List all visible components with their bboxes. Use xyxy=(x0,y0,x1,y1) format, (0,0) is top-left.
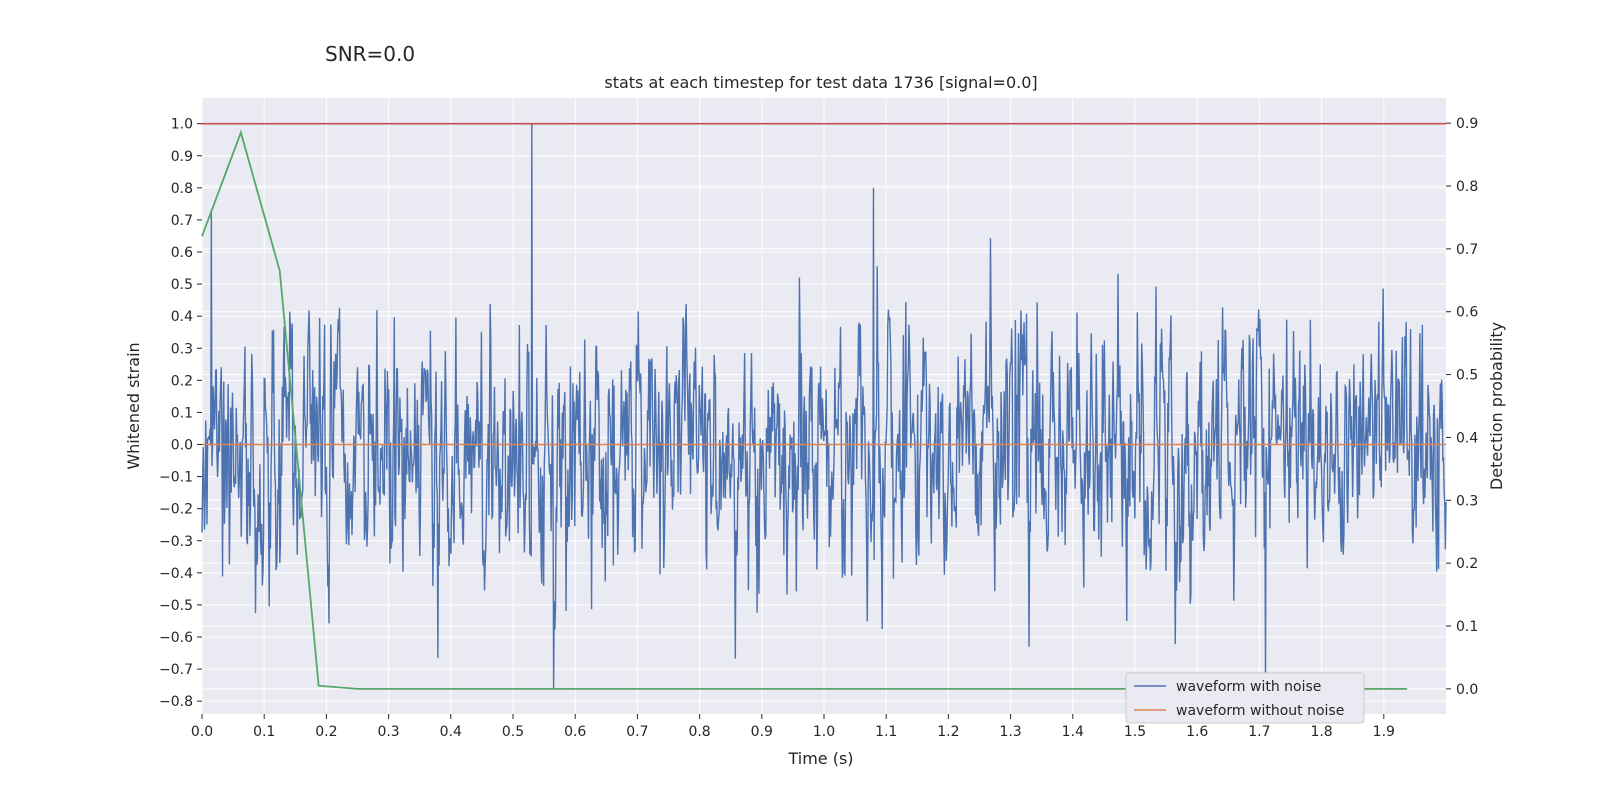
x-axis-ticks: 0.0 0.1 0.2 0.3 0.4 0.5 0.6 0.7 0.8 0.9 1.0 1.1 1.2 1… xyxy=(191,714,1395,740)
y-tick-label: 0.4 xyxy=(171,309,193,325)
y-tick-label: −0.1 xyxy=(159,470,193,486)
y-tick-label: −0.4 xyxy=(159,566,193,582)
y-tick-label: −0.2 xyxy=(159,502,193,518)
y-tick-label: 0.5 xyxy=(171,277,193,293)
y2-tick-label: 0.4 xyxy=(1456,430,1478,446)
x-tick-label: 0.2 xyxy=(315,724,337,740)
y-axis-label: Whitened strain xyxy=(124,342,143,469)
noisy-waveform-layer xyxy=(201,123,1447,689)
y-axis-ticks: 1.0 0.9 0.8 0.7 0.6 0.5 0.4 0.3 0.2 0.1 0.0 −0.1 −0.… xyxy=(159,117,202,710)
x-tick-label: 1.8 xyxy=(1310,724,1332,740)
y2-tick-label: 0.8 xyxy=(1456,179,1478,195)
y-tick-label: −0.8 xyxy=(159,694,193,710)
y2-axis-ticks: 0.9 0.8 0.7 0.6 0.5 0.4 0.3 0.2 0.1 0.0 xyxy=(1446,116,1478,698)
x-tick-label: 0.8 xyxy=(688,724,710,740)
suptitle: SNR=0.0 xyxy=(325,42,415,66)
y2-tick-label: 0.1 xyxy=(1456,619,1478,635)
x-tick-label: 0.7 xyxy=(626,724,648,740)
x-tick-label: 1.3 xyxy=(999,724,1021,740)
legend-label-clean: waveform without noise xyxy=(1176,703,1344,719)
x-gridlines xyxy=(201,98,1385,714)
x-tick-label: 0.9 xyxy=(751,724,773,740)
x-tick-label: 1.1 xyxy=(875,724,897,740)
y-tick-label: 0.6 xyxy=(171,245,193,261)
x-tick-label: 0.4 xyxy=(440,724,462,740)
y2-tick-label: 0.0 xyxy=(1456,682,1478,698)
y2-tick-label: 0.6 xyxy=(1456,305,1478,321)
x-axis-label: Time (s) xyxy=(787,749,853,768)
y-tick-label: −0.7 xyxy=(159,662,193,678)
y-tick-label: −0.3 xyxy=(159,534,193,550)
y2-tick-label: 0.7 xyxy=(1456,242,1478,258)
y-tick-label: 0.1 xyxy=(171,405,193,421)
y2-tick-label: 0.5 xyxy=(1456,368,1478,384)
noisy-waveform-line xyxy=(201,123,1447,689)
x-tick-label: 1.6 xyxy=(1186,724,1208,740)
y-tick-label: 0.0 xyxy=(171,438,193,454)
legend-box xyxy=(1125,672,1365,724)
y-tick-label: 0.2 xyxy=(171,373,193,389)
y-tick-label: −0.5 xyxy=(159,598,193,614)
x-tick-label: 1.5 xyxy=(1124,724,1146,740)
y-tick-label: −0.6 xyxy=(159,630,193,646)
x-tick-label: 1.2 xyxy=(937,724,959,740)
x-tick-label: 1.0 xyxy=(813,724,835,740)
legend: waveform with noise waveform without noi… xyxy=(1125,672,1365,724)
x-tick-label: 0.0 xyxy=(191,724,213,740)
x-tick-label: 0.1 xyxy=(253,724,275,740)
chart-title: stats at each timestep for test data 173… xyxy=(604,73,1037,92)
x-tick-label: 0.3 xyxy=(377,724,399,740)
x-tick-label: 1.9 xyxy=(1373,724,1395,740)
x-tick-label: 0.5 xyxy=(502,724,524,740)
x-tick-label: 1.7 xyxy=(1248,724,1270,740)
y2-axis-label: Detection probability xyxy=(1487,322,1506,490)
y-tick-label: 0.9 xyxy=(171,149,193,165)
legend-label-noisy: waveform with noise xyxy=(1176,679,1321,695)
y-tick-label: 0.3 xyxy=(171,341,193,357)
y-tick-label: 0.8 xyxy=(171,181,193,197)
y2-tick-label: 0.3 xyxy=(1456,493,1478,509)
x-tick-label: 1.4 xyxy=(1062,724,1084,740)
y-gridlines xyxy=(202,122,1446,702)
y-tick-label: 1.0 xyxy=(171,117,193,133)
y-tick-label: 0.7 xyxy=(171,213,193,229)
x-tick-label: 0.6 xyxy=(564,724,586,740)
y2-tick-label: 0.9 xyxy=(1456,116,1478,132)
y2-tick-label: 0.2 xyxy=(1456,556,1478,572)
